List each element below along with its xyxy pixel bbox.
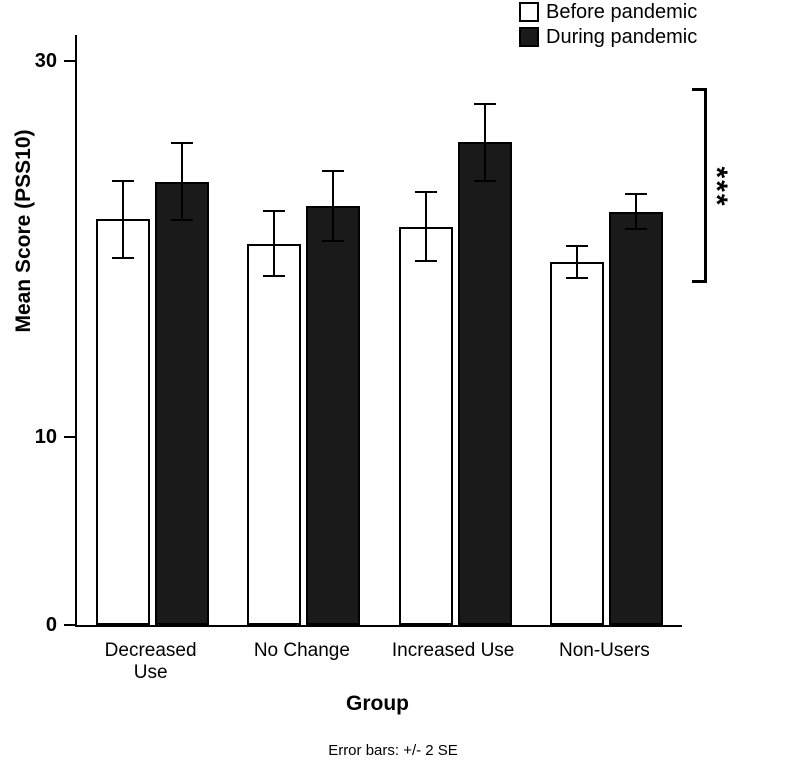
error-bar-cap-bottom — [112, 256, 135, 259]
legend: Before pandemic During pandemic — [519, 1, 697, 48]
x-category-label: Non-Users — [558, 640, 650, 661]
legend-label-during-pandemic: During pandemic — [546, 26, 698, 48]
plot-area: 30 10 0 — [35, 35, 682, 636]
error-bar-cap-bottom — [171, 219, 194, 222]
error-bar-cap-top — [414, 190, 437, 193]
y-tick-label: 0 — [45, 614, 57, 636]
bar-before-pandemic — [549, 262, 604, 625]
bar-during-pandemic — [608, 211, 663, 625]
y-tick-label: 10 — [34, 426, 57, 449]
error-bar-cap-top — [624, 192, 647, 195]
y-tick-label: 30 — [34, 50, 57, 73]
error-bar-cap-bottom — [263, 275, 286, 278]
error-bar-cap-bottom — [565, 277, 588, 280]
error-bar-cap-bottom — [473, 179, 496, 182]
error-bar-cap-bottom — [322, 239, 345, 242]
y-tick — [63, 435, 75, 439]
x-axis-title: Group — [346, 692, 409, 715]
bar-before-pandemic — [96, 219, 151, 625]
legend-item-before-pandemic: Before pandemic — [519, 1, 697, 23]
error-bar-line — [122, 179, 125, 259]
y-tick — [63, 623, 75, 626]
error-bar-cap-bottom — [624, 228, 647, 231]
x-category-label: No Change — [253, 640, 350, 661]
error-bar-cap-top — [473, 102, 496, 105]
legend-item-during-pandemic: During pandemic — [519, 26, 697, 48]
error-bar-line — [483, 102, 486, 182]
significance-bracket — [692, 87, 707, 284]
error-bar-line — [634, 192, 637, 231]
error-bar-cap-top — [112, 179, 135, 182]
y-axis-title: Mean Score (PSS10) — [12, 129, 35, 333]
legend-label-before-pandemic: Before pandemic — [546, 1, 698, 23]
significance-stars: *** — [700, 166, 733, 208]
error-bar-cap-top — [263, 209, 286, 212]
error-bar-line — [332, 170, 335, 242]
error-bar-cap-top — [322, 170, 345, 173]
error-bar-line — [424, 190, 427, 263]
bar-during-pandemic — [155, 181, 210, 625]
y-tick — [63, 59, 75, 63]
error-bar-cap-bottom — [414, 260, 437, 263]
error-bar-cap-top — [171, 142, 194, 145]
bar-before-pandemic — [247, 243, 302, 625]
bar-before-pandemic — [398, 226, 453, 625]
error-bar-cap-top — [565, 245, 588, 248]
error-bar-line — [273, 209, 276, 278]
error-bar-line — [575, 245, 578, 280]
bar-during-pandemic — [457, 142, 512, 625]
legend-swatch-before-pandemic — [519, 2, 539, 22]
bar-during-pandemic — [306, 206, 361, 625]
x-category-label: Increased Use — [391, 640, 515, 661]
legend-swatch-during-pandemic — [519, 27, 539, 47]
error-bars-footnote: Error bars: +/- 2 SE — [328, 742, 458, 759]
error-bar-line — [181, 142, 184, 221]
x-category-label: Decreased Use — [104, 640, 197, 683]
